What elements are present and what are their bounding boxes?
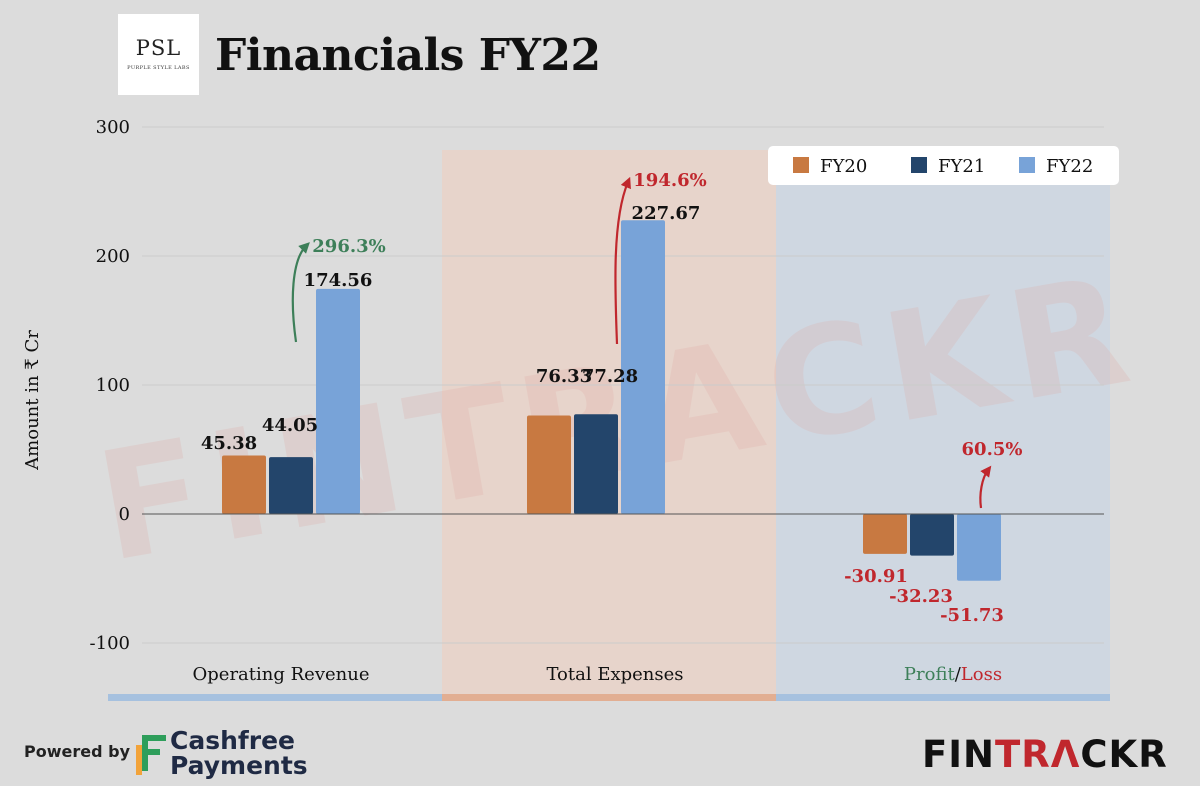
legend-box (768, 146, 1119, 185)
section-background-0 (108, 150, 442, 696)
bar-fy21-0 (269, 457, 313, 514)
fintrackr-part3: Λ (1050, 733, 1081, 776)
x-tick-label-part: Total Expenses (546, 664, 683, 685)
x-tick-label-part: Operating Revenue (193, 664, 370, 685)
data-label-fy20-2: -30.91 (844, 566, 908, 587)
data-label-fy21-2: -32.23 (889, 586, 953, 607)
growth-arrow-1 (614, 176, 631, 345)
growth-arrow-2 (979, 465, 992, 509)
data-label-fy22-1: 227.67 (632, 203, 701, 224)
y-tick-label: 0 (119, 504, 130, 525)
fintrackr-part1: FIN (922, 733, 996, 776)
section-band-2 (776, 694, 1110, 701)
section-background-2 (776, 150, 1110, 696)
growth-arrow-0 (291, 242, 310, 343)
growth-annotation-1: 194.6% (633, 170, 706, 191)
powered-by-label: Powered by (24, 742, 130, 761)
cashfree-logo-icon (136, 735, 166, 775)
fintrackr-logo: FINTRΛCKR (922, 733, 1168, 776)
bar-fy22-1 (621, 220, 665, 514)
data-label-fy22-2: -51.73 (940, 605, 1004, 626)
psl-logo: PSL PURPLE STYLE LABS (118, 14, 199, 95)
legend-swatch-fy21 (911, 157, 927, 173)
page-title: Financials FY22 (215, 30, 601, 81)
x-tick-label-part: Profit (904, 664, 956, 685)
x-tick-label-2: Profit/Loss (904, 664, 1002, 685)
x-tick-label-part: Loss (961, 664, 1002, 685)
legend-label-fy21: FY21 (938, 156, 985, 177)
x-tick-label-part: / (955, 664, 962, 685)
y-axis-label: Amount in ₹ Cr (22, 330, 43, 471)
section-band-1 (442, 694, 776, 701)
bar-fy21-2 (910, 514, 954, 556)
logo-main-text: PSL (135, 36, 182, 60)
x-tick-label-0: Operating Revenue (193, 664, 370, 685)
bar-fy22-0 (316, 288, 360, 514)
y-tick-label: 200 (96, 246, 130, 267)
fintrackr-part4: CKR (1080, 733, 1168, 776)
cashfree-line2: Payments (170, 751, 308, 780)
legend-swatch-fy22 (1019, 157, 1035, 173)
bar-fy20-1 (527, 415, 571, 514)
cashfree-line1: Cashfree (170, 726, 296, 755)
growth-annotation-2: 60.5% (962, 439, 1023, 460)
data-label-fy21-1: 77.28 (582, 366, 638, 387)
y-tick-label: 100 (96, 375, 130, 396)
bar-fy20-2 (863, 514, 907, 554)
bar-fy21-1 (574, 414, 618, 514)
cashfree-wordmark: Cashfree Payments (170, 728, 308, 778)
x-tick-label-1: Total Expenses (546, 664, 683, 685)
data-label-fy20-1: 76.33 (536, 366, 592, 387)
y-tick-label: 300 (96, 117, 130, 138)
y-tick-label: -100 (90, 633, 130, 654)
bar-fy22-2 (957, 514, 1001, 581)
section-band-0 (108, 694, 442, 701)
logo-sub-text: PURPLE STYLE LABS (127, 65, 190, 71)
fintrackr-part2: TR (995, 733, 1051, 776)
legend-label-fy20: FY20 (820, 156, 867, 177)
legend-label-fy22: FY22 (1046, 156, 1093, 177)
data-label-fy22-0: 174.56 (304, 270, 373, 291)
data-label-fy21-0: 44.05 (262, 415, 318, 436)
bar-fy20-0 (222, 455, 266, 514)
legend-swatch-fy20 (793, 157, 809, 173)
data-label-fy20-0: 45.38 (201, 433, 257, 454)
growth-annotation-0: 296.3% (312, 236, 385, 257)
